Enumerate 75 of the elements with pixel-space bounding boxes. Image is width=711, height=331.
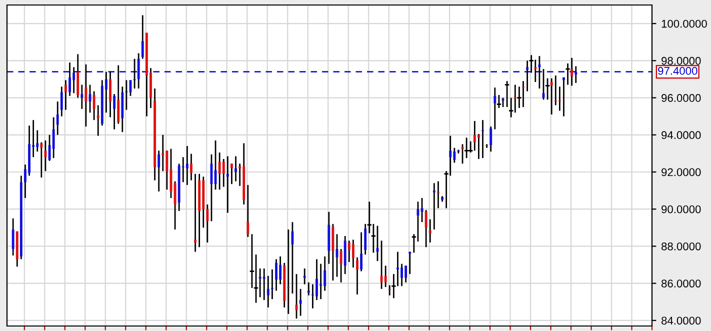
candlestick <box>190 153 192 182</box>
candlestick <box>437 180 440 209</box>
candlestick <box>287 228 290 315</box>
y-tick-label: 84.0000 <box>662 316 701 325</box>
candlestick <box>166 150 168 190</box>
candlestick <box>400 263 403 287</box>
candlestick <box>360 232 362 272</box>
y-tick-label: 88.0000 <box>662 242 701 250</box>
candlestick <box>218 152 221 190</box>
candlestick <box>68 62 71 97</box>
candlestick <box>482 119 484 159</box>
candlestick <box>246 184 250 238</box>
candlestick <box>316 258 318 301</box>
candlestick <box>133 58 136 90</box>
candlestick <box>194 173 196 252</box>
candlestick <box>432 182 436 230</box>
candlestick <box>109 71 112 118</box>
candlestick <box>490 126 492 152</box>
y-tick-label: 100.0000 <box>662 20 707 28</box>
candlestick <box>348 240 350 263</box>
candlestick <box>141 14 144 60</box>
candlestick <box>303 268 306 285</box>
candlestick <box>186 145 188 186</box>
candlestick <box>307 282 310 296</box>
candlestick <box>356 256 358 296</box>
candlestick <box>72 66 76 94</box>
candlestick <box>40 142 43 178</box>
candlestick <box>279 256 282 285</box>
candlestick <box>453 147 456 164</box>
candlestick <box>56 100 59 136</box>
candlestick <box>562 76 565 118</box>
y-tick-label: 94.0000 <box>662 131 701 140</box>
candlestick <box>291 221 294 294</box>
candlestick <box>424 209 428 248</box>
candlestick <box>574 66 578 84</box>
candlestick <box>428 218 432 244</box>
candlestick <box>117 64 120 124</box>
candlestick <box>266 275 270 308</box>
candlestick <box>96 104 100 137</box>
candlestick <box>80 84 84 110</box>
candlestick <box>477 133 480 160</box>
ref-line-label: 97.4000 <box>658 66 698 75</box>
candlestick <box>230 162 233 185</box>
candlestick <box>538 55 541 90</box>
candlestick <box>352 239 354 268</box>
candlestick <box>162 134 164 172</box>
candlestick <box>113 93 116 130</box>
candlestick <box>137 52 140 90</box>
y-tick-label: 98.0000 <box>662 56 701 65</box>
y-tick-label: 96.0000 <box>662 94 701 102</box>
candlestick <box>384 265 387 288</box>
candlestick <box>52 116 55 159</box>
candlestick <box>64 79 67 111</box>
candlestick <box>84 64 88 128</box>
candlestick <box>92 90 96 121</box>
candlestick <box>60 86 63 118</box>
y-tick-label: 90.0000 <box>662 205 701 214</box>
candlestick <box>270 268 274 300</box>
candlestick <box>234 156 237 182</box>
candlestick <box>340 248 342 284</box>
candlestick <box>558 86 561 112</box>
y-tick-label: 92.0000 <box>662 168 701 176</box>
candlestick <box>324 256 326 292</box>
candlestick <box>554 74 557 106</box>
candlestick <box>222 158 225 188</box>
candlestick <box>36 130 39 152</box>
candlestick <box>226 156 229 214</box>
y-tick-label: 86.0000 <box>662 280 701 288</box>
candlestick <box>12 218 14 256</box>
candlestick <box>404 265 408 284</box>
candlestick <box>206 204 209 244</box>
candlestick <box>158 150 160 192</box>
candlestick <box>275 258 278 292</box>
candlestick <box>299 288 302 316</box>
candlestick <box>76 53 80 98</box>
